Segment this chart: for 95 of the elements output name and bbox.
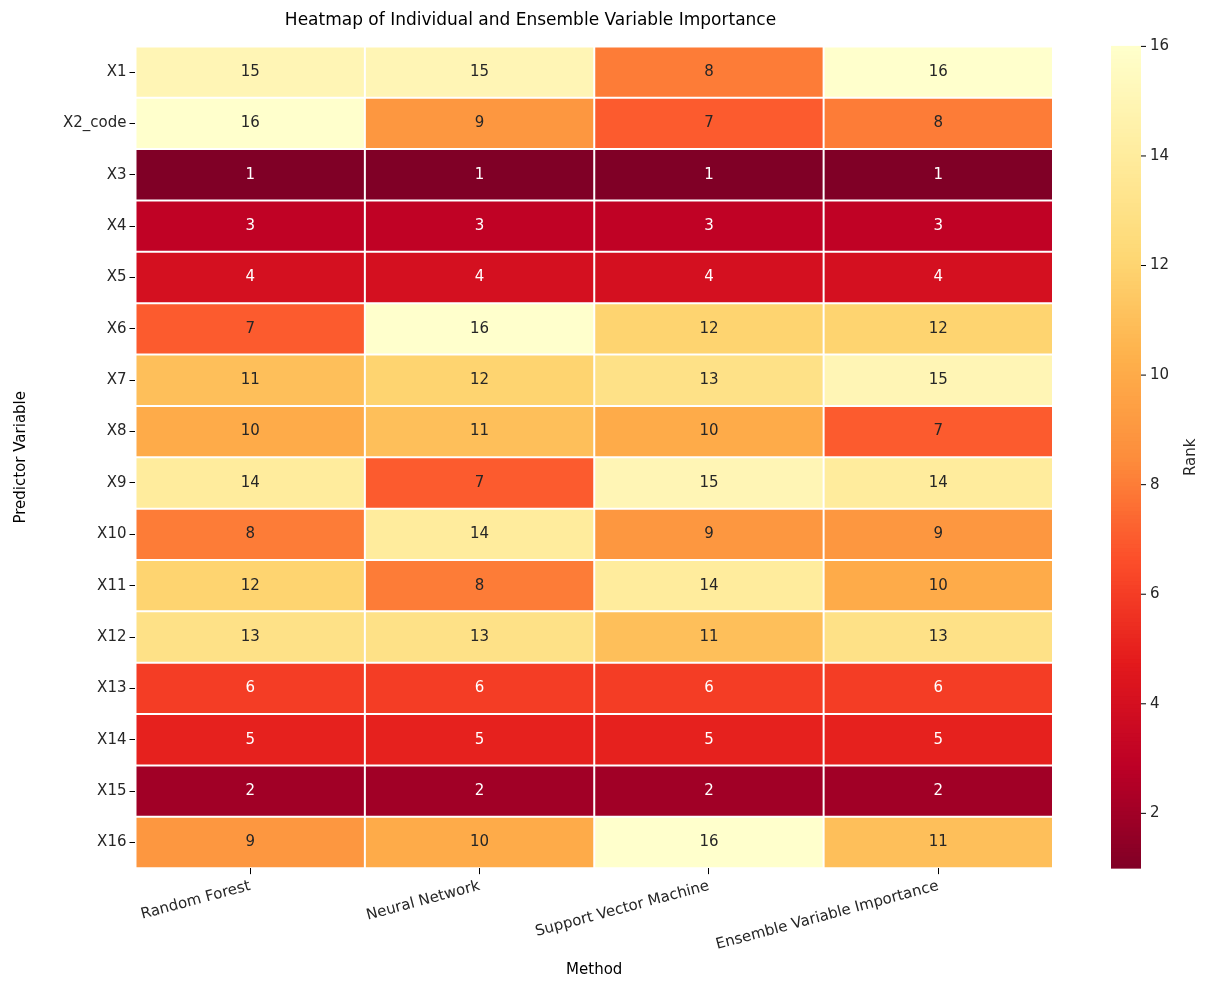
chart-title: Heatmap of Individual and Ensemble Variable Importance bbox=[284, 8, 777, 29]
y-tick-label: X14 bbox=[97, 729, 127, 748]
color-bar-label: 16 bbox=[1150, 36, 1170, 55]
data-label: 12 bbox=[699, 318, 719, 337]
data-label: 11 bbox=[928, 832, 948, 851]
color-bar-label: 2 bbox=[1150, 803, 1160, 822]
x-tick-label: Random Forest bbox=[138, 876, 253, 923]
data-label: 1 bbox=[245, 164, 255, 183]
data-label: 7 bbox=[474, 472, 485, 491]
data-label: 11 bbox=[699, 626, 719, 645]
y-tick-label: X9 bbox=[106, 472, 127, 491]
data-label: 6 bbox=[933, 678, 944, 697]
data-label: 4 bbox=[245, 267, 255, 286]
data-label: 15 bbox=[928, 370, 948, 389]
data-label: 14 bbox=[240, 472, 260, 491]
color-bar-label: 12 bbox=[1150, 255, 1170, 274]
data-label: 8 bbox=[933, 113, 944, 132]
color-bar-label: 6 bbox=[1150, 584, 1160, 603]
data-label: 2 bbox=[245, 780, 255, 799]
data-label: 2 bbox=[933, 780, 944, 799]
data-label: 16 bbox=[699, 832, 719, 851]
data-label: 14 bbox=[470, 524, 490, 543]
x-tick-label: Neural Network bbox=[364, 875, 482, 924]
data-label: 14 bbox=[699, 575, 719, 594]
data-label: 3 bbox=[474, 216, 485, 235]
data-label: 10 bbox=[699, 421, 719, 440]
data-label: 5 bbox=[704, 729, 714, 748]
color-bar-label: 4 bbox=[1150, 693, 1160, 712]
color-bar-label: 8 bbox=[1150, 474, 1160, 493]
data-label: 5 bbox=[474, 729, 485, 748]
data-label: 6 bbox=[704, 678, 714, 697]
data-label: 7 bbox=[245, 318, 255, 337]
color-bar-label: 14 bbox=[1150, 145, 1170, 164]
y-tick-label: X4 bbox=[106, 216, 127, 235]
data-label: 11 bbox=[240, 370, 260, 389]
data-label: 7 bbox=[933, 421, 944, 440]
data-label: 13 bbox=[240, 626, 260, 645]
data-label: 3 bbox=[704, 216, 714, 235]
data-label: 9 bbox=[474, 113, 485, 132]
data-label: 11 bbox=[470, 421, 490, 440]
y-tick-label: X11 bbox=[97, 575, 127, 594]
y-tick-label: X3 bbox=[106, 164, 127, 183]
data-label: 12 bbox=[240, 575, 260, 594]
data-label: 8 bbox=[245, 524, 255, 543]
y-tick-label: X2_code bbox=[62, 113, 127, 133]
y-tick-label: X5 bbox=[106, 267, 127, 286]
y-tick-label: X13 bbox=[97, 678, 127, 697]
data-label: 1 bbox=[474, 164, 485, 183]
data-label: 1 bbox=[933, 164, 944, 183]
data-label: 2 bbox=[474, 780, 485, 799]
y-axis-title: Predictor Variable bbox=[10, 391, 29, 524]
y-tick-label: X16 bbox=[97, 832, 127, 851]
data-label: 6 bbox=[474, 678, 485, 697]
data-label: 10 bbox=[928, 575, 948, 594]
color-bar-title: Rank bbox=[1180, 438, 1199, 477]
data-label: 16 bbox=[928, 61, 948, 80]
data-label: 16 bbox=[470, 318, 490, 337]
x-tick-label: Support Vector Machine bbox=[533, 876, 711, 940]
data-label: 8 bbox=[474, 575, 485, 594]
data-label: 13 bbox=[928, 626, 948, 645]
y-tick-label: X8 bbox=[106, 421, 127, 440]
data-label: 9 bbox=[704, 524, 714, 543]
data-label: 12 bbox=[928, 318, 948, 337]
y-tick-label: X12 bbox=[97, 626, 127, 645]
data-label: 13 bbox=[699, 370, 719, 389]
data-label: 9 bbox=[245, 832, 255, 851]
data-label: 6 bbox=[245, 678, 255, 697]
y-tick-label: X6 bbox=[106, 318, 127, 337]
data-label: 5 bbox=[933, 729, 944, 748]
data-label: 5 bbox=[245, 729, 255, 748]
data-label: 2 bbox=[704, 780, 714, 799]
y-tick-label: X10 bbox=[97, 524, 127, 543]
data-label: 4 bbox=[474, 267, 485, 286]
data-label: 14 bbox=[928, 472, 948, 491]
data-label: 9 bbox=[933, 524, 944, 543]
y-tick-label: X15 bbox=[97, 780, 127, 799]
data-label: 16 bbox=[240, 113, 260, 132]
data-label: 13 bbox=[470, 626, 490, 645]
data-label: 3 bbox=[933, 216, 944, 235]
y-tick-label: X7 bbox=[106, 370, 127, 389]
data-label: 1 bbox=[704, 164, 714, 183]
data-label: 10 bbox=[470, 832, 490, 851]
data-label: 15 bbox=[699, 472, 719, 491]
data-label: 8 bbox=[704, 61, 714, 80]
color-bar-label: 10 bbox=[1150, 364, 1170, 383]
data-label: 7 bbox=[704, 113, 714, 132]
data-label: 12 bbox=[470, 370, 490, 389]
x-axis-title: Method bbox=[566, 959, 623, 978]
data-label: 15 bbox=[470, 61, 490, 80]
data-label: 15 bbox=[240, 61, 260, 80]
data-label: 3 bbox=[245, 216, 255, 235]
data-label: 4 bbox=[704, 267, 714, 286]
data-label: 10 bbox=[240, 421, 260, 440]
y-tick-label: X1 bbox=[106, 61, 127, 80]
data-label: 4 bbox=[933, 267, 944, 286]
